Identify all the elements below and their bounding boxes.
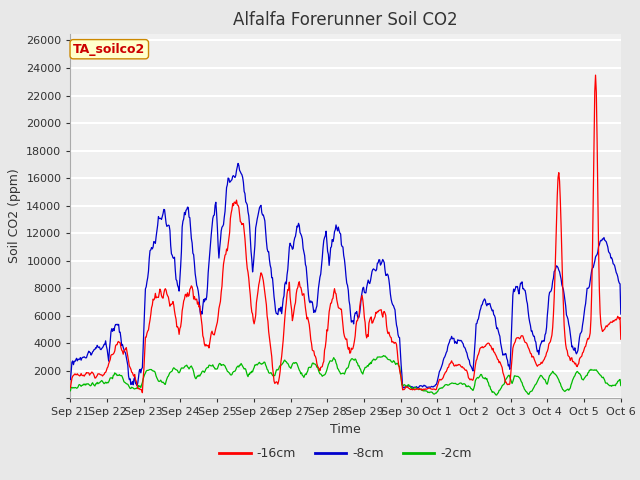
Text: TA_soilco2: TA_soilco2: [73, 43, 145, 56]
X-axis label: Time: Time: [330, 423, 361, 436]
Legend: -16cm, -8cm, -2cm: -16cm, -8cm, -2cm: [214, 442, 477, 465]
Y-axis label: Soil CO2 (ppm): Soil CO2 (ppm): [8, 168, 20, 264]
Title: Alfalfa Forerunner Soil CO2: Alfalfa Forerunner Soil CO2: [234, 11, 458, 29]
